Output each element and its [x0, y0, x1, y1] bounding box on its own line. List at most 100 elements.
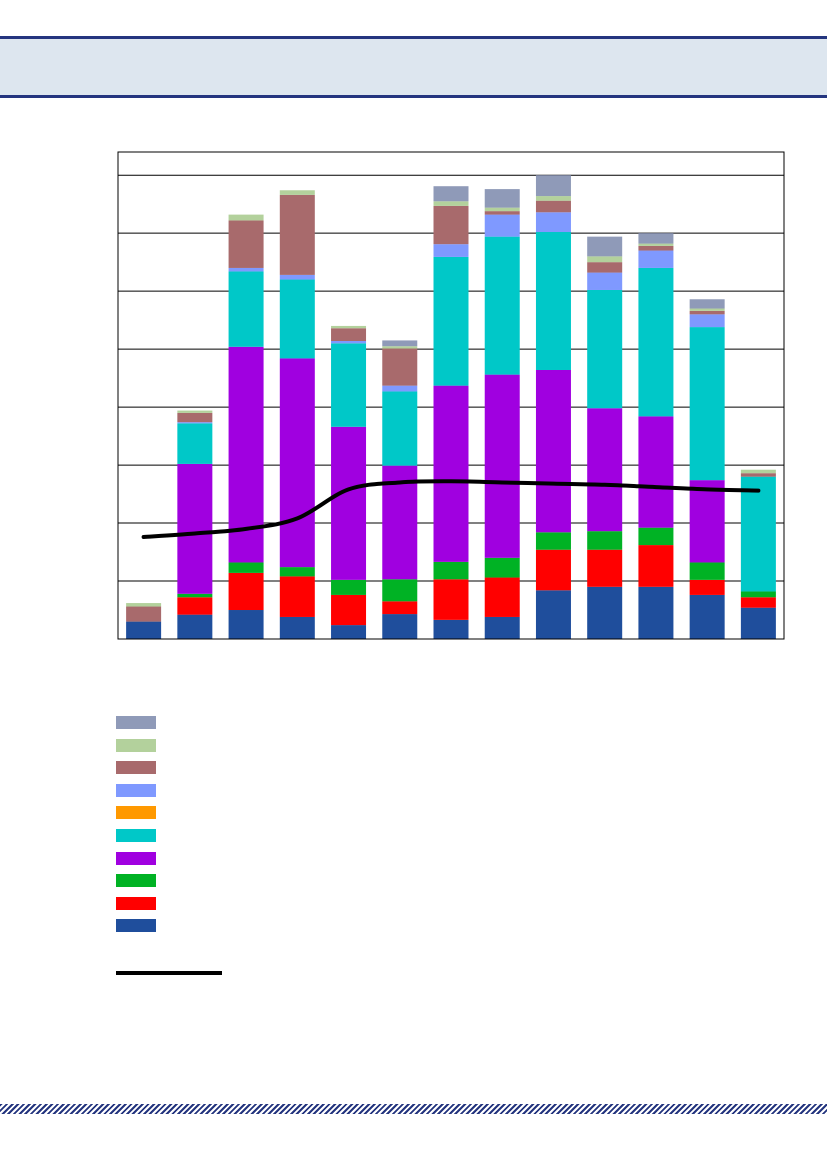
bar-segment-5-0: [382, 614, 418, 639]
bar-segment-3-3: [279, 358, 315, 568]
bar-segment-11-3: [689, 480, 725, 563]
bar-segment-1-7: [177, 412, 213, 423]
bar-segment-7-4: [484, 236, 520, 375]
bar-segment-2-0: [228, 610, 264, 639]
bar-segment-7-6: [484, 214, 520, 237]
bar-segment-7-0: [484, 616, 520, 639]
bar-segment-9-3: [587, 408, 623, 532]
legend-swatch: [116, 829, 156, 842]
legend-swatch: [116, 716, 156, 729]
bar-segment-6-1: [433, 579, 469, 620]
bar-segment-8-6: [535, 212, 571, 233]
legend-swatch: [116, 919, 156, 933]
plot-frame: [117, 151, 785, 640]
bar-segment-5-4: [382, 391, 418, 466]
bar-segment-12-0: [740, 607, 776, 639]
bar-segment-7-8: [484, 207, 520, 212]
bar-segment-4-4: [331, 343, 367, 427]
bar-segment-5-8: [382, 346, 418, 349]
bar-segment-1-3: [177, 463, 213, 594]
bar-segment-2-7: [228, 220, 264, 268]
bar-segment-4-2: [331, 579, 367, 595]
bar-segment-6-6: [433, 244, 469, 257]
header-band: [0, 36, 827, 98]
bar-segment-1-1: [177, 597, 213, 615]
bar-segment-12-1: [740, 597, 776, 608]
bar-segment-3-1: [279, 576, 315, 617]
bar-segment-12-7: [740, 473, 776, 477]
bar-segment-10-9: [638, 233, 674, 244]
legend-swatch: [116, 783, 156, 797]
line-series: [141, 479, 761, 539]
bar-segment-9-0: [587, 586, 623, 639]
bar-segment-4-0: [331, 625, 367, 639]
bar-segment-10-4: [638, 267, 674, 417]
bar-segment-10-2: [638, 527, 674, 546]
bar-segment-2-2: [228, 562, 264, 573]
bar-segment-10-7: [638, 245, 674, 251]
bar-segment-7-2: [484, 557, 520, 578]
bar-segment-4-8: [331, 325, 367, 329]
bar-segment-2-4: [228, 271, 264, 347]
bar-segment-8-9: [535, 175, 571, 197]
bar-segment-9-1: [587, 549, 623, 587]
bar-segment-1-2: [177, 593, 213, 598]
bar-segment-9-4: [587, 289, 623, 409]
bar-segment-0-7: [126, 606, 162, 622]
bar-segment-12-4: [740, 476, 776, 592]
bar-segment-8-4: [535, 232, 571, 370]
legend-swatch: [116, 806, 156, 820]
bar-segment-1-4: [177, 423, 213, 464]
bar-segment-7-1: [484, 577, 520, 617]
bars-layer: [126, 175, 776, 639]
bar-segment-5-1: [382, 601, 418, 615]
bar-segment-12-2: [740, 591, 776, 598]
bar-segment-7-3: [484, 374, 520, 558]
bar-segment-3-2: [279, 567, 315, 577]
bar-segment-5-2: [382, 579, 418, 602]
bar-segment-1-6: [177, 422, 213, 424]
bar-segment-9-6: [587, 272, 623, 290]
bar-segment-8-0: [535, 590, 571, 639]
bar-segment-10-8: [638, 243, 674, 246]
bar-segment-11-7: [689, 310, 725, 315]
bar-segment-11-2: [689, 562, 725, 580]
bar-segment-11-4: [689, 327, 725, 481]
legend-swatch: [116, 738, 156, 752]
bar-segment-1-8: [177, 410, 213, 413]
bar-segment-9-2: [587, 531, 623, 550]
legend-swatch: [116, 874, 156, 888]
bar-segment-6-8: [433, 201, 469, 206]
bar-segment-9-8: [587, 256, 623, 263]
bar-segment-0-8: [126, 603, 162, 607]
footer-hatch-bar: [0, 1104, 827, 1114]
bar-segment-7-9: [484, 189, 520, 208]
bar-segment-10-0: [638, 586, 674, 639]
legend-swatch: [116, 896, 156, 910]
bar-segment-10-3: [638, 416, 674, 528]
bar-segment-2-8: [228, 214, 264, 221]
bar-segment-8-8: [535, 196, 571, 201]
bar-segment-7-7: [484, 211, 520, 215]
bar-segment-10-6: [638, 250, 674, 268]
bar-segment-1-0: [177, 614, 213, 639]
bar-segment-6-0: [433, 619, 469, 639]
stacked-bar-chart: [117, 151, 785, 640]
bar-segment-4-6: [331, 341, 367, 344]
bar-segment-5-9: [382, 340, 418, 347]
bar-segment-3-4: [279, 279, 315, 359]
bar-segment-10-1: [638, 545, 674, 587]
bar-segment-11-8: [689, 308, 725, 311]
bar-segment-8-2: [535, 532, 571, 550]
legend-swatch: [116, 761, 156, 775]
bar-segment-6-3: [433, 385, 469, 562]
bar-segment-5-6: [382, 385, 418, 392]
bar-segment-6-4: [433, 256, 469, 386]
bar-segment-5-7: [382, 348, 418, 386]
bar-segment-8-3: [535, 369, 571, 533]
legend-line-swatch: [116, 971, 222, 975]
bar-segment-6-7: [433, 205, 469, 245]
bar-segment-4-1: [331, 594, 367, 626]
bar-segment-3-0: [279, 616, 315, 639]
bar-segment-11-0: [689, 594, 725, 639]
